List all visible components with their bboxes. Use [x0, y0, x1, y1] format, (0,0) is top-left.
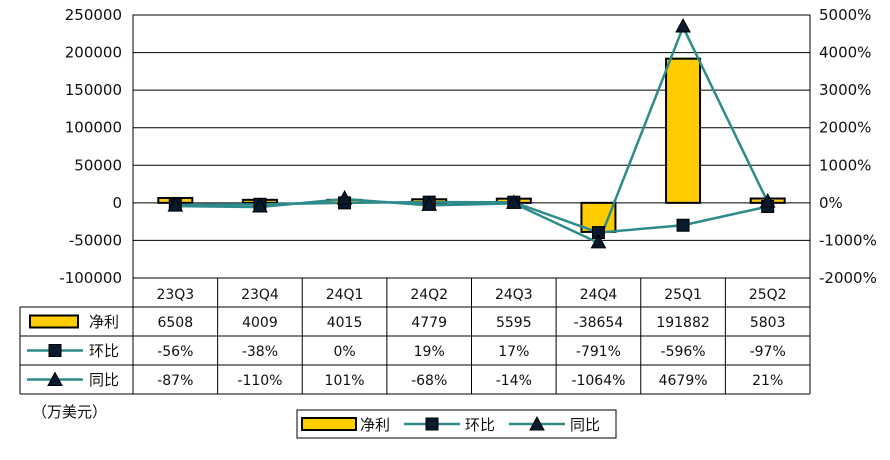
y-tick-right: 0% — [819, 194, 843, 212]
point-yoy — [505, 194, 522, 209]
data-label: 0% — [333, 344, 355, 360]
x-tick-label: 24Q3 — [495, 287, 533, 303]
legend-label: 净利 — [360, 416, 390, 434]
data-label: 191882 — [656, 315, 709, 331]
legend-label: 环比 — [465, 416, 495, 434]
point-yoy — [167, 197, 184, 212]
x-tick-label: 24Q4 — [580, 287, 618, 303]
row-key-marker-mom — [48, 344, 62, 357]
row-key-marker-yoy — [47, 371, 63, 386]
x-tick-label: 23Q4 — [241, 287, 279, 303]
data-label: -791% — [576, 344, 621, 360]
data-label: 4779 — [411, 315, 447, 331]
data-label: -38% — [242, 344, 278, 360]
plot-frame — [132, 14, 811, 279]
data-label: -1064% — [571, 373, 625, 389]
y-tick-left: -50000 — [69, 231, 122, 249]
y-tick-right: 3000% — [819, 81, 871, 99]
data-label: 17% — [498, 344, 529, 360]
data-label: -38654 — [574, 315, 624, 331]
x-tick-label: 24Q2 — [410, 287, 448, 303]
legend-key-net-profit — [301, 417, 357, 431]
y-tick-left: 0 — [112, 194, 122, 212]
row-label: 同比 — [89, 371, 119, 389]
line-mom — [175, 200, 768, 234]
y-tick-left: 100000 — [65, 119, 122, 137]
legend-marker-mom — [425, 417, 439, 431]
row-label: 净利 — [89, 313, 119, 331]
y-tick-right: 5000% — [819, 6, 871, 24]
y-tick-right: 4000% — [819, 44, 871, 62]
legend-marker-yoy — [529, 415, 545, 431]
data-label: 19% — [414, 344, 445, 360]
data-label: 5803 — [750, 315, 786, 331]
x-tick-label: 25Q2 — [749, 287, 787, 303]
row-key-net-profit — [29, 314, 79, 329]
y-tick-right: 2000% — [819, 119, 871, 137]
bar-net-profit — [665, 57, 702, 204]
point-yoy — [590, 233, 607, 249]
data-label: 21% — [752, 373, 783, 389]
data-label: 101% — [325, 373, 365, 389]
point-mom — [676, 218, 690, 232]
row-label: 环比 — [89, 342, 119, 360]
data-label: -110% — [237, 373, 282, 389]
data-label: -14% — [496, 373, 532, 389]
unit-label: （万美元） — [32, 403, 108, 421]
data-label: -68% — [411, 373, 447, 389]
data-label: -596% — [661, 344, 706, 360]
x-tick-label: 24Q1 — [326, 287, 364, 303]
data-label: -87% — [157, 373, 193, 389]
data-label: 5595 — [496, 315, 532, 331]
data-label: 6508 — [157, 315, 193, 331]
x-tick-label: 25Q1 — [664, 287, 702, 303]
point-yoy — [421, 196, 438, 211]
data-label: -56% — [157, 344, 193, 360]
y-tick-right: -1000% — [819, 231, 877, 249]
point-yoy — [759, 193, 776, 208]
line-yoy — [175, 23, 769, 245]
data-label: 4009 — [242, 315, 278, 331]
point-yoy — [252, 197, 268, 213]
y-tick-left: 150000 — [65, 81, 122, 99]
point-yoy — [336, 190, 353, 205]
y-tick-right: 1000% — [819, 156, 871, 174]
data-label: 4679% — [659, 373, 708, 389]
legend-label: 同比 — [570, 416, 600, 434]
data-label: 4015 — [327, 315, 363, 331]
y-tick-left: 250000 — [65, 6, 122, 24]
y-tick-right: -2000% — [819, 269, 877, 287]
y-tick-left: 50000 — [74, 156, 122, 174]
y-tick-left: 200000 — [65, 44, 122, 62]
data-label: -97% — [750, 344, 786, 360]
x-tick-label: 23Q3 — [156, 287, 194, 303]
point-yoy — [675, 18, 691, 33]
y-tick-left: -100000 — [59, 269, 122, 287]
